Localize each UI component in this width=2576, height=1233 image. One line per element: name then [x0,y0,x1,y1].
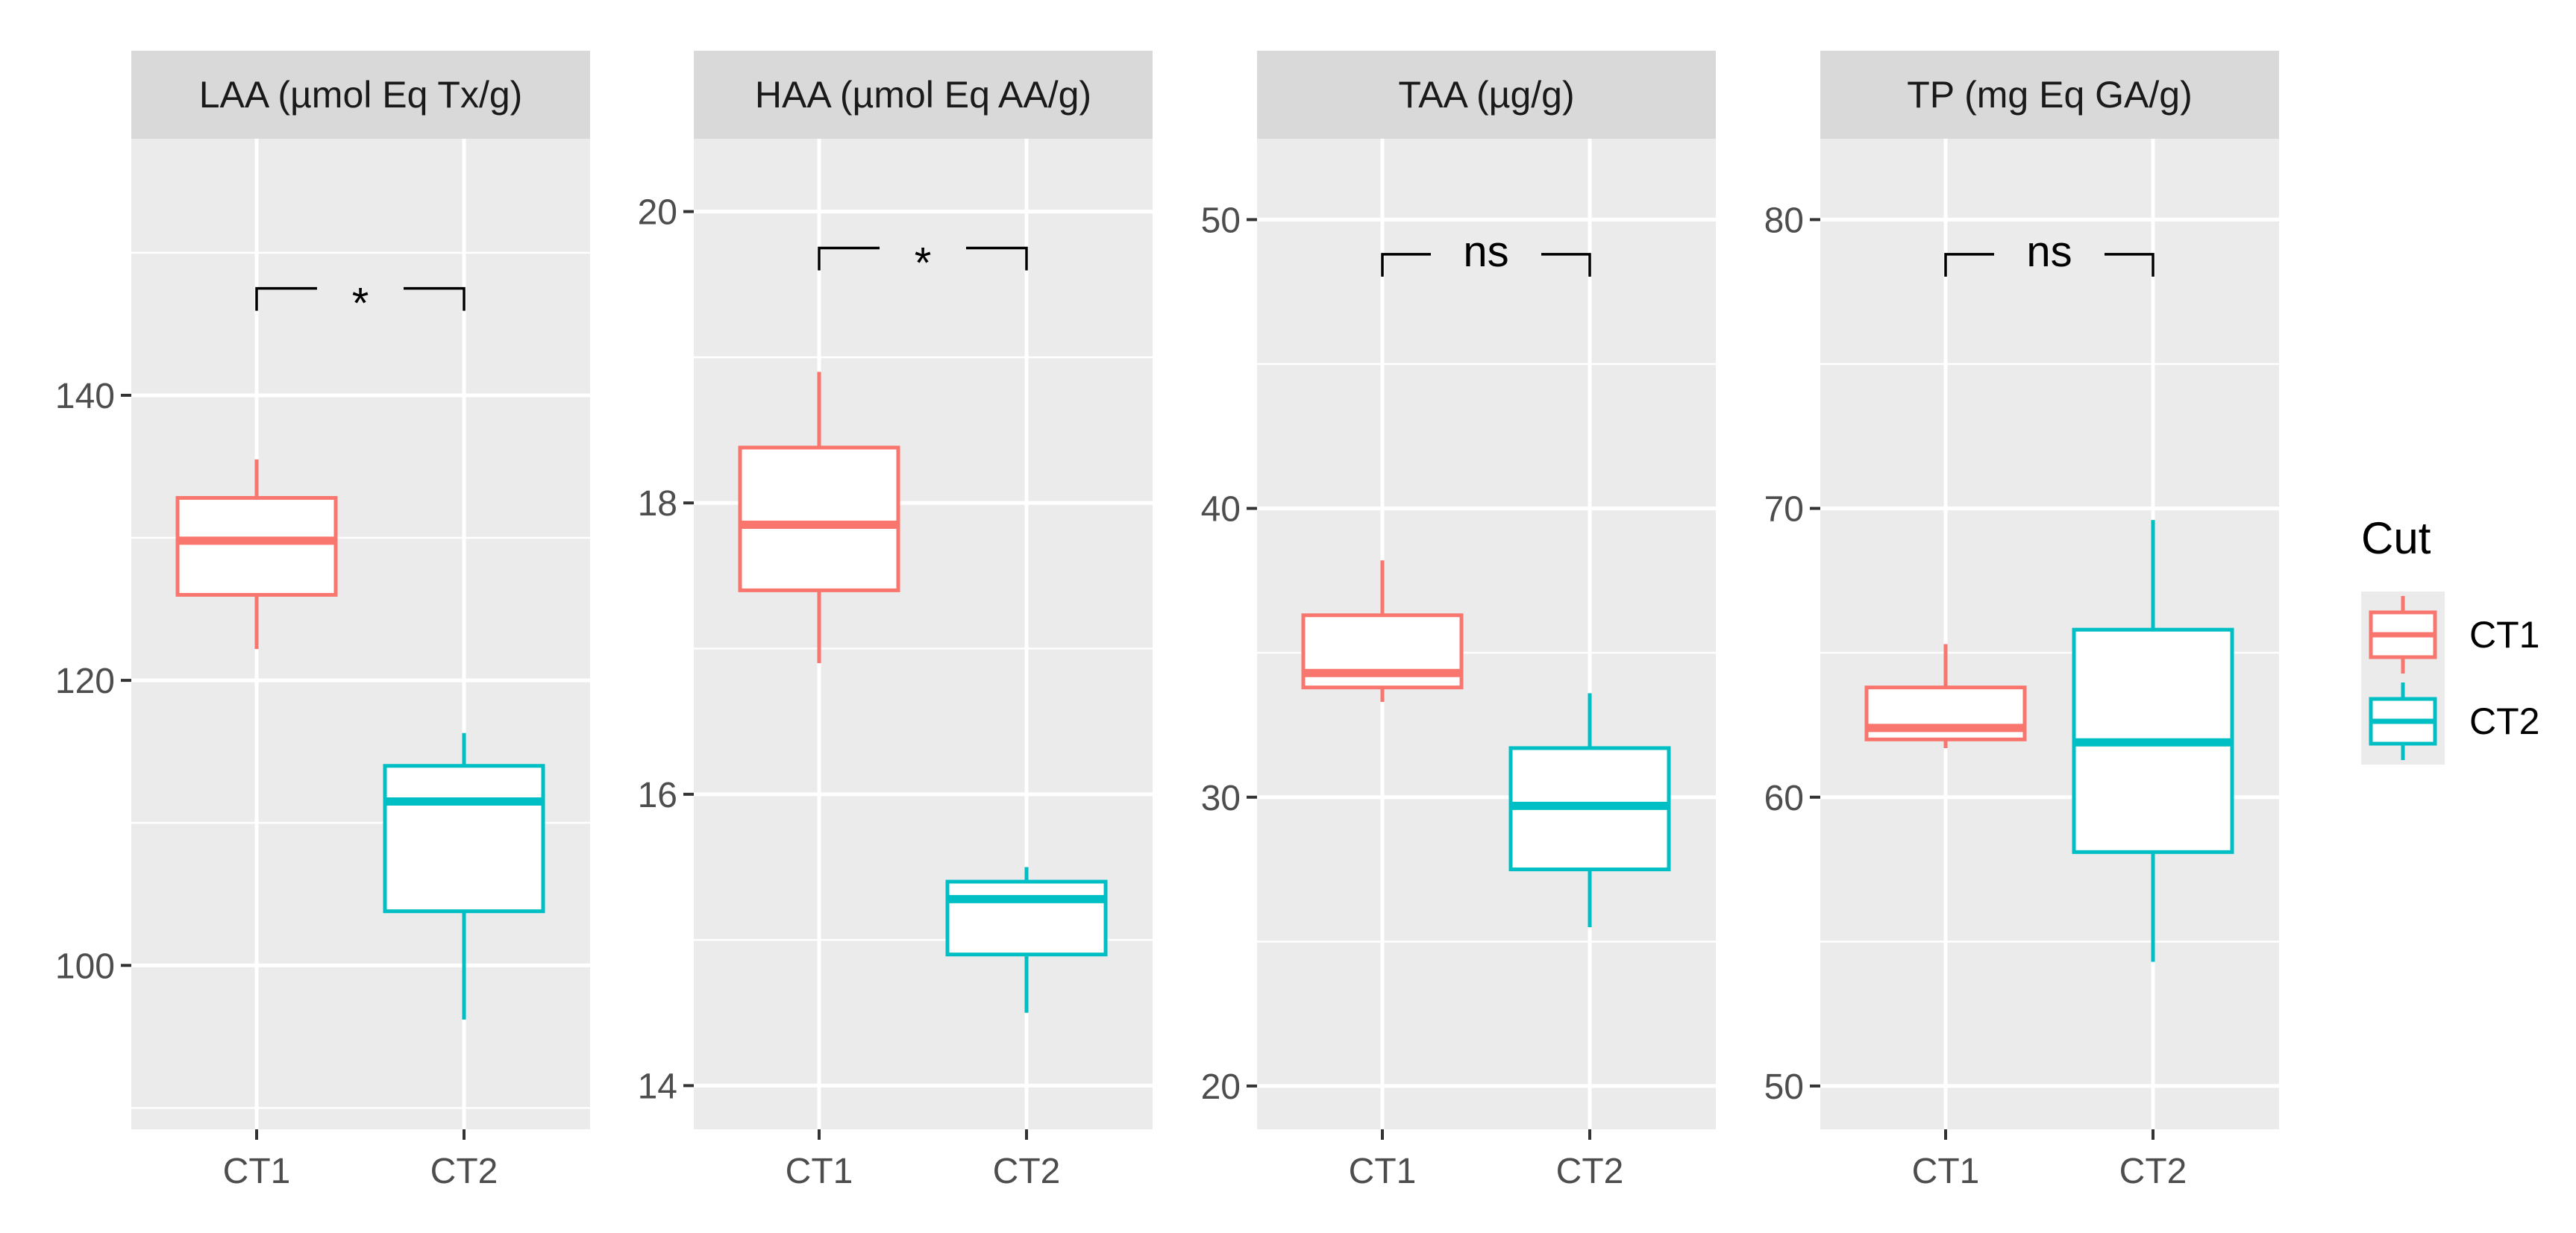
y-tick-label: 18 [638,484,677,524]
significance-bracket: * [818,239,1028,287]
facet-strip-label: TAA (µg/g) [1398,74,1574,116]
significance-bracket-line [818,246,1028,271]
legend-title: Cut [2361,513,2431,563]
x-tick-label: CT1 [1349,1152,1417,1191]
significance-bracket: ns [1381,228,1591,277]
y-tick-label: 14 [638,1067,677,1106]
x-tick-label: CT1 [786,1152,853,1191]
significance-label: * [915,239,932,287]
plot-panel-background [694,139,1153,1129]
y-tick-label: 20 [1201,1067,1241,1107]
box-ct2 [2072,520,2234,962]
legend: Cut CT1 CT2 [2361,513,2539,765]
box-ct2 [383,732,545,1020]
y-tick-label: 60 [1764,779,1804,818]
box-ct2 [945,867,1108,1013]
legend-label: CT1 [2469,614,2539,656]
box-ct1 [738,371,900,664]
y-tick-label: 30 [1201,779,1241,818]
y-tick-label: 100 [55,947,115,986]
x-tick-label: CT1 [223,1152,291,1191]
facet-strip-label: TP (mg Eq GA/g) [1907,74,2193,116]
box-ct1 [1301,560,1464,702]
y-tick-label: 50 [1764,1067,1804,1107]
x-tick-label: CT1 [1912,1152,1980,1191]
y-tick-label: 80 [1764,201,1804,240]
facet-strip [131,51,590,139]
x-tick-label: CT2 [993,1152,1061,1191]
y-tick-label: 70 [1764,490,1804,530]
facet-strip-label: HAA (µmol Eq AA/g) [755,74,1091,116]
facet-strip-label: LAA (µmol Eq Tx/g) [199,74,523,116]
x-tick-label: CT2 [430,1152,498,1191]
significance-bracket: * [255,280,466,328]
iqr-box [175,496,338,597]
iqr-box [383,764,545,914]
facet-panel-3: TAA (µg/g) 20 30 40 50 CT1 CT2 ns [1201,51,1716,1191]
y-tick-label: 140 [55,377,115,416]
facet-panel-2: HAA (µmol Eq AA/g) 14 16 18 20 CT1 CT2 * [638,51,1153,1191]
legend-item-ct1: CT1 [2361,592,2539,678]
significance-bracket-line [1944,253,2154,277]
significance-bracket-line [1381,253,1591,277]
box-ct1 [175,459,338,650]
y-tick-label: 20 [638,193,677,233]
legend-label: CT2 [2469,700,2539,742]
facet-strip [1820,51,2279,139]
significance-label: ns [1463,228,1508,276]
legend-item-ct2: CT2 [2361,678,2539,765]
iqr-box [738,445,900,592]
facet-strip [694,51,1153,139]
facet-panel-4: TP (mg Eq GA/g) 50 60 70 80 CT1 CT2 ns [1764,51,2279,1191]
facet-strip [1257,51,1716,139]
y-tick-label: 16 [638,776,677,815]
y-tick-label: 40 [1201,490,1241,530]
significance-label: * [352,280,369,328]
significance-bracket-line [255,286,466,311]
facet-panel-1: LAA (µmol Eq Tx/g) 100 120 140 CT1 CT2 * [55,51,590,1191]
x-tick-label: CT2 [2119,1152,2187,1191]
x-tick-label: CT2 [1556,1152,1624,1191]
y-tick-label: 120 [55,662,115,701]
iqr-box [945,879,1108,957]
significance-label: ns [2026,228,2072,276]
box-ct2 [1508,693,1671,927]
box-ct1 [1864,644,2027,748]
significance-bracket: ns [1944,228,2154,277]
y-tick-label: 50 [1201,201,1241,240]
